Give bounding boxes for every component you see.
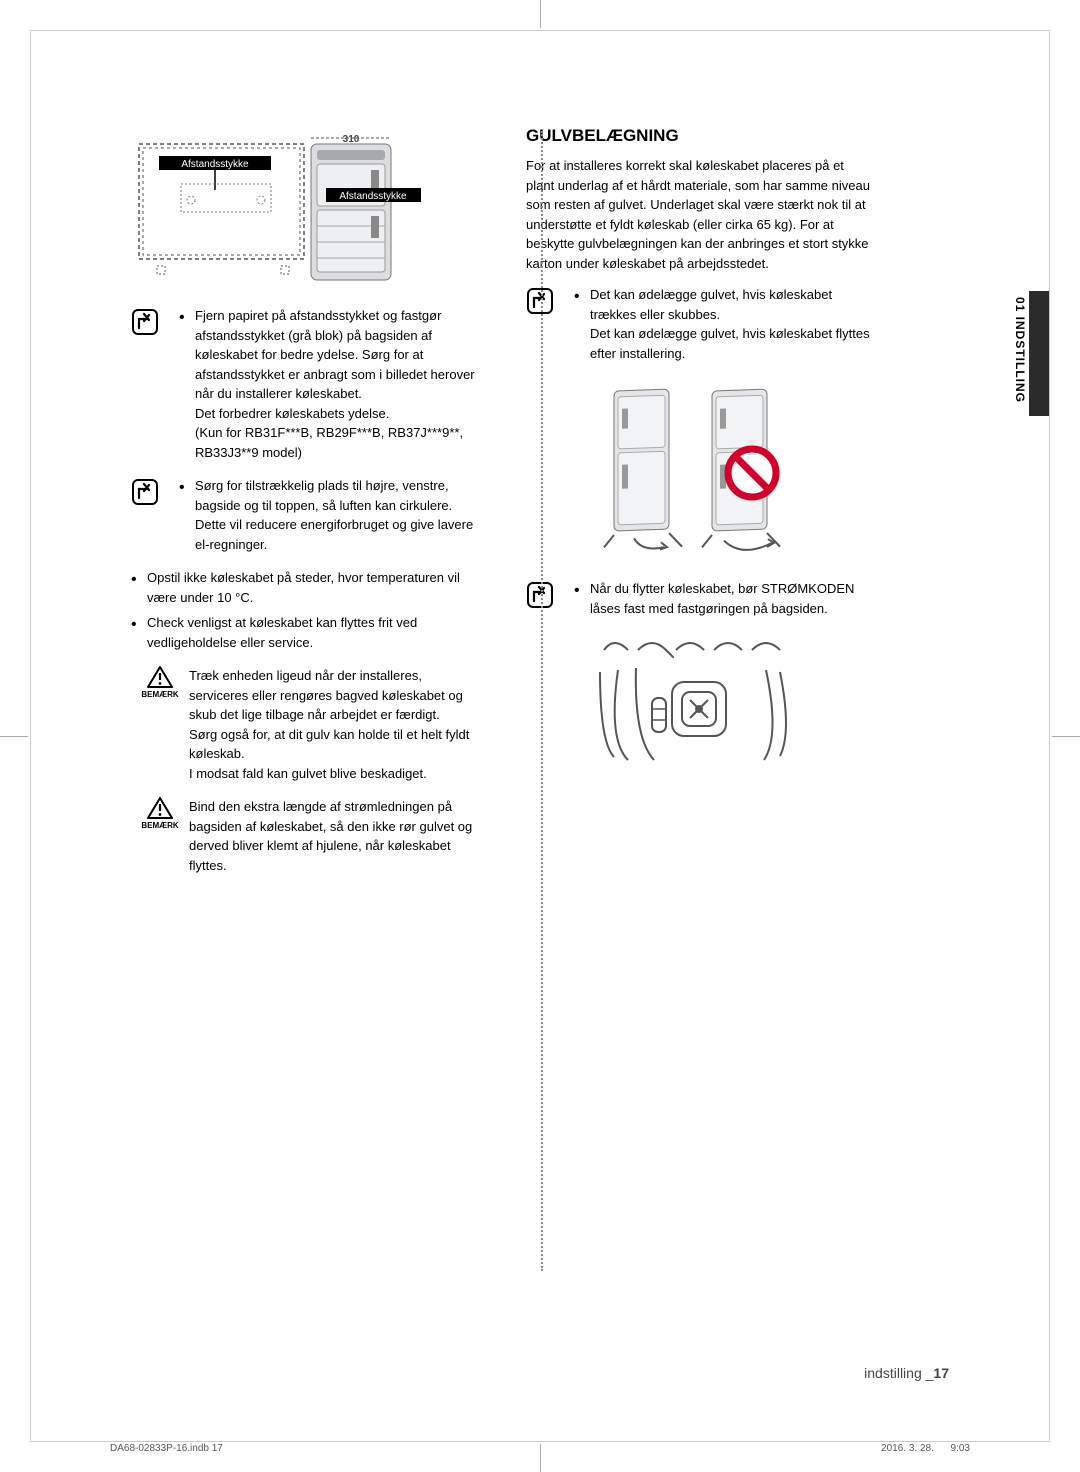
spacer-label-2: Afstandsstykke [339,191,407,202]
note-floor-damage: Det kan ødelægge gulvet, hvis køleskabet… [526,285,871,363]
info-icon [131,308,159,336]
content-area: Afstandsstykke 310 [31,31,1049,1441]
note-power-cord-lock: Når du flytter køleskabet, bør STRØMKODE… [526,579,871,618]
bemaerk-label: BEMÆRK [131,821,189,830]
bemaerk-power-cord: BEMÆRK Bind den ekstra længde af strømle… [131,797,476,875]
info-icon [131,478,159,506]
list-item: Check venligst at køleskabet kan flyttes… [131,613,476,652]
bemaerk-label: BEMÆRK [131,690,189,699]
note-air-clearance: Sørg for tilstrækkelig plads til højre, … [131,476,476,554]
crop-footer-left: DA68-02833P-16.indb 17 [110,1443,223,1454]
info-icon [526,287,554,315]
warning-icon [147,797,173,819]
note3-text: Det kan ødelægge gulvet, hvis køleskabet… [590,287,870,361]
flooring-intro: For at installeres korrekt skal køleskab… [526,156,871,273]
cord-holder-diagram [594,632,804,782]
note-spacer-paper: Fjern papiret på afstandsstykket og fast… [131,306,476,462]
footer-section: indstilling _ [864,1365,933,1381]
note4-text: Når du flytter køleskabet, bør STRØMKODE… [590,581,854,616]
spacer-diagram: Afstandsstykke 310 [131,126,451,286]
page-footer: indstilling _17 [131,1365,949,1381]
info-icon [526,581,554,609]
width-label: 310 [343,134,360,145]
warning-icon [147,666,173,688]
two-fridge-diagram [594,381,804,561]
crop-footer-right: 2016. 3. 28. 9:03 [881,1443,970,1454]
prohibit-icon [728,449,776,497]
section-side-tab: 01 INDSTILLING [1015,291,1049,581]
page-frame: Afstandsstykke 310 [30,30,1050,1442]
list-item: Opstil ikke køleskabet på steder, hvor t… [131,568,476,607]
footer-page-number: 17 [933,1365,949,1381]
crop-footer: DA68-02833P-16.indb 17 2016. 3. 28. 9:03 [110,1443,970,1454]
note1-text: Fjern papiret på afstandsstykket og fast… [195,308,475,460]
side-tab-label: 01 INDSTILLING [1013,297,1027,403]
heading-flooring: GULVBELÆGNING [526,126,871,146]
spacer-label-1: Afstandsstykke [181,159,249,170]
plain-bullet-list: Opstil ikke køleskabet på steder, hvor t… [131,568,476,652]
bemaerk2-text: Bind den ekstra længde af strømledningen… [189,797,476,875]
column-divider [541,131,543,1271]
note2-text: Sørg for tilstrækkelig plads til højre, … [195,478,473,552]
bemaerk-pull-straight: BEMÆRK Træk enheden ligeud når der insta… [131,666,476,783]
right-column: GULVBELÆGNING For at installeres korrekt… [501,126,871,1401]
bemaerk1-text: Træk enheden ligeud når der installeres,… [189,666,476,783]
left-column: Afstandsstykke 310 [131,126,501,1401]
